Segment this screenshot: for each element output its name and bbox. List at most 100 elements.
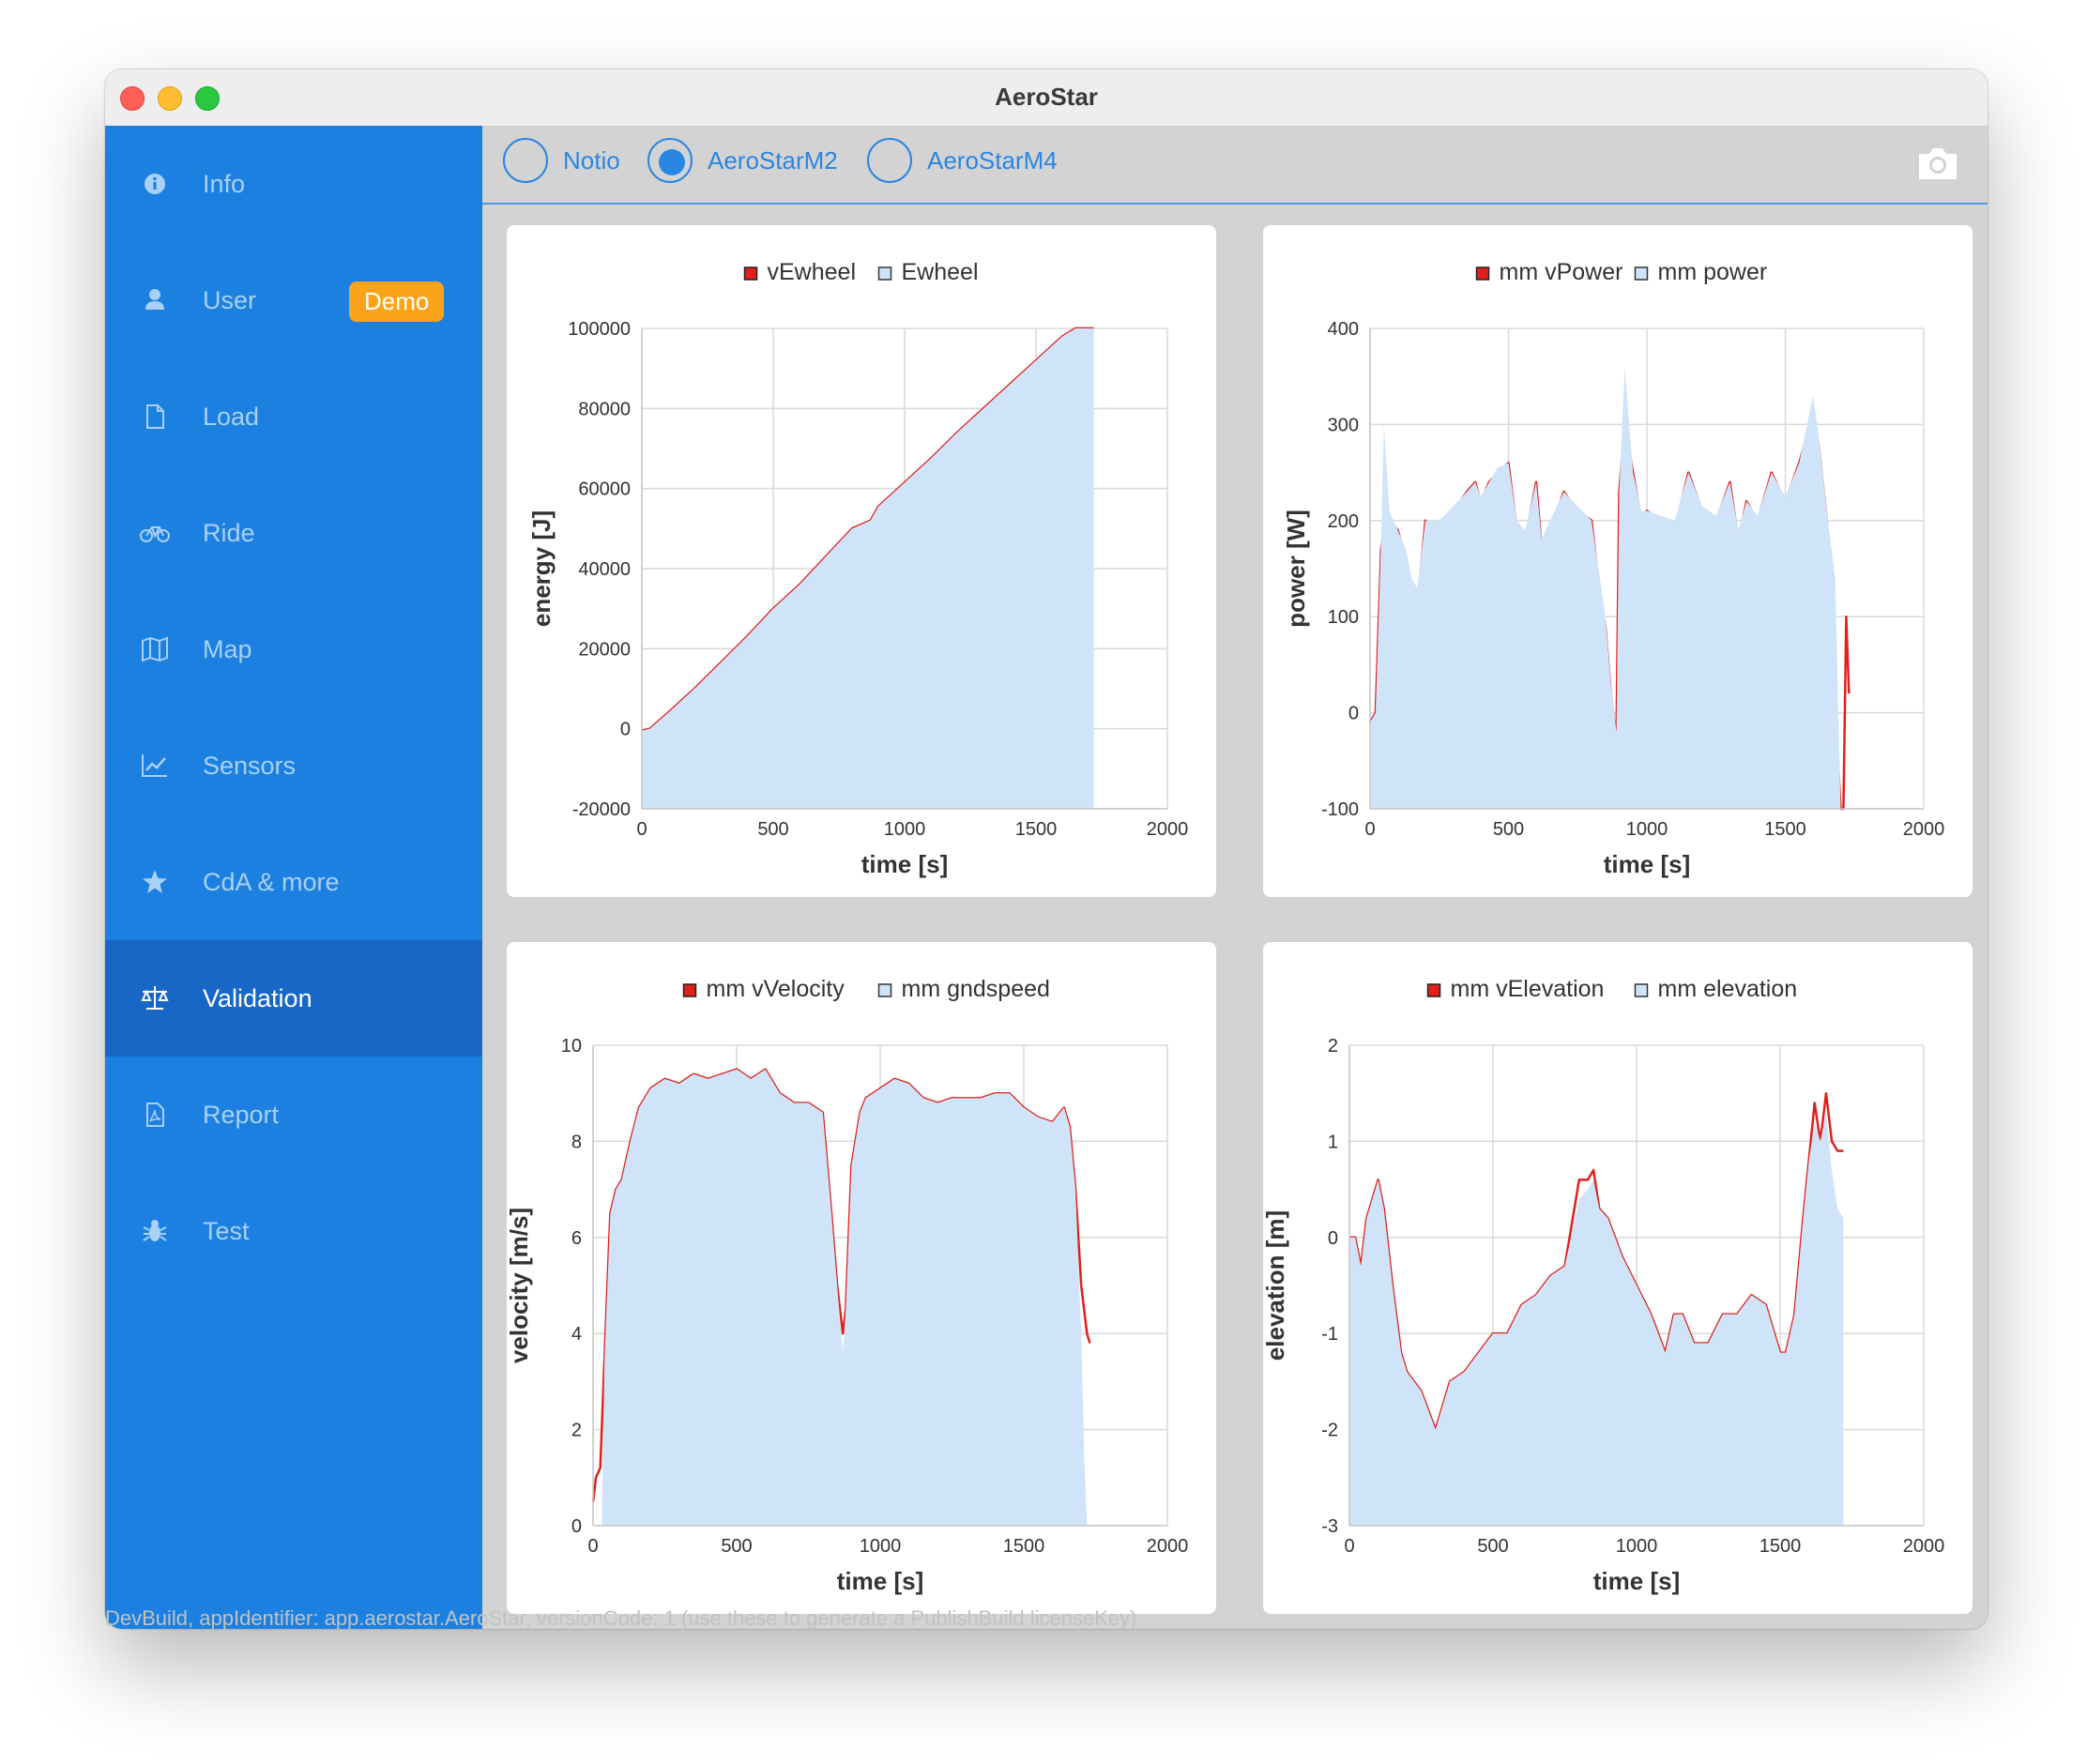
legend-label: vEwheel: [768, 259, 857, 285]
y-tick-label: 20000: [578, 639, 631, 660]
sidebar: Info User Demo Load Ride: [105, 126, 482, 1629]
pdf-file-icon: [146, 1102, 164, 1127]
series-area: [642, 328, 1094, 809]
x-axis-title: time [s]: [861, 850, 948, 878]
radio-circle[interactable]: [647, 138, 693, 183]
minimize-window-button[interactable]: [158, 86, 182, 111]
sidebar-item-map[interactable]: Map: [105, 591, 482, 707]
y-tick-label: 0: [620, 720, 631, 740]
y-tick-label: 200: [1328, 511, 1359, 532]
y-tick-label: -100: [1321, 799, 1359, 820]
app-window: AeroStar Info User Demo Load: [105, 69, 1988, 1629]
y-axis-title: energy [J]: [527, 510, 556, 627]
series-area: [1349, 1112, 1844, 1526]
bug-icon: [143, 1220, 167, 1241]
legend-label: mm gndspeed: [902, 976, 1050, 1002]
x-tick-label: 0: [636, 819, 647, 840]
title-bar: AeroStar: [105, 69, 1988, 127]
sidebar-item-label: Ride: [203, 519, 255, 547]
sidebar-item-info[interactable]: Info: [105, 126, 482, 242]
close-window-button[interactable]: [120, 86, 145, 111]
y-tick-label: 4: [571, 1324, 582, 1345]
sidebar-item-label: Load: [203, 403, 260, 431]
x-tick-label: 1500: [1764, 819, 1806, 840]
x-tick-label: 500: [757, 819, 788, 840]
y-tick-label: 80000: [578, 399, 631, 419]
x-tick-label: 500: [1493, 819, 1524, 840]
sidebar-item-user[interactable]: User Demo: [105, 242, 482, 358]
chart-card-power: 0 500 1000 1500 2000 -100 0 100 200 300 400 time [s…: [1263, 225, 1973, 897]
radio-circle[interactable]: [867, 138, 912, 183]
window-title: AeroStar: [995, 83, 1098, 111]
legend-swatch: [1634, 983, 1649, 997]
balance-scale-icon: [141, 986, 169, 1010]
legend-label: mm elevation: [1658, 976, 1798, 1002]
sidebar-item-test[interactable]: Test: [105, 1173, 482, 1289]
x-tick-label: 500: [1477, 1536, 1508, 1557]
x-axis-title: time [s]: [1593, 1567, 1680, 1595]
sidebar-item-cda[interactable]: CdA & more: [105, 824, 482, 940]
x-tick-label: 2000: [1903, 819, 1945, 840]
sidebar-item-sensors[interactable]: Sensors: [105, 707, 482, 824]
sidebar-item-label: CdA & more: [203, 868, 340, 896]
sidebar-item-load[interactable]: Load: [105, 358, 482, 475]
legend-label: mm vElevation: [1451, 976, 1605, 1002]
legend-swatch: [1634, 266, 1649, 281]
legend-label: mm power: [1658, 259, 1768, 285]
zoom-window-button[interactable]: [195, 86, 220, 111]
sidebar-item-label: User: [203, 286, 257, 314]
x-tick-label: 2000: [1147, 819, 1189, 840]
series-area: [1370, 366, 1847, 809]
y-tick-label: 0: [571, 1516, 582, 1537]
elevation-chart: 0 500 1000 1500 2000 -3 -2 -1 0 1 2 time [s] elevati…: [1263, 976, 1944, 1595]
sidebar-item-label: Sensors: [203, 752, 297, 780]
y-tick-label: -20000: [572, 799, 631, 820]
build-info-text: DevBuild, appIdentifier: app.aerostar.Ae…: [105, 1606, 1137, 1630]
legend-swatch: [1475, 266, 1490, 281]
sidebar-item-validation[interactable]: Validation: [105, 940, 482, 1057]
radio-label: AeroStarM2: [708, 146, 838, 175]
y-tick-label: 0: [1328, 1228, 1338, 1249]
y-tick-label: 400: [1328, 319, 1359, 340]
x-axis-title: time [s]: [1604, 850, 1690, 878]
x-tick-label: 1000: [1616, 1536, 1658, 1557]
legend-swatch: [1426, 983, 1441, 997]
star-icon: [143, 870, 167, 893]
legend-label: mm vPower: [1500, 259, 1623, 285]
x-tick-label: 500: [721, 1536, 752, 1557]
y-tick-label: 1: [1328, 1132, 1338, 1152]
bicycle-icon: [140, 526, 170, 542]
y-axis-title: power [W]: [1282, 509, 1310, 628]
y-axis-title: elevation [m]: [1263, 1210, 1289, 1361]
y-tick-label: 2: [571, 1421, 582, 1441]
y-tick-label: 6: [571, 1228, 582, 1249]
sidebar-item-report[interactable]: Report: [105, 1057, 482, 1173]
series-area: [593, 1069, 1088, 1526]
radio-label: Notio: [563, 146, 620, 175]
y-tick-label: 10: [561, 1036, 582, 1057]
y-tick-label: 0: [1348, 704, 1359, 724]
velocity-chart: 0 500 1000 1500 2000 0 2 4 6 8 10 time [s] velocity …: [507, 976, 1188, 1595]
y-tick-label: 8: [571, 1132, 582, 1152]
radio-circle[interactable]: [503, 138, 548, 183]
info-circle-icon: [145, 174, 165, 194]
legend-swatch: [877, 266, 892, 281]
y-tick-label: 300: [1328, 415, 1359, 435]
x-tick-label: 1500: [1759, 1536, 1802, 1557]
camera-icon[interactable]: [1916, 144, 1959, 182]
y-tick-label: 2: [1328, 1036, 1338, 1057]
x-tick-label: 0: [587, 1536, 598, 1557]
legend-label: mm vVelocity: [707, 976, 845, 1002]
x-axis-title: time [s]: [837, 1567, 923, 1595]
x-tick-label: 1500: [1015, 819, 1058, 840]
x-tick-label: 0: [1344, 1536, 1354, 1557]
y-tick-label: 100000: [568, 319, 631, 340]
sidebar-item-ride[interactable]: Ride: [105, 475, 482, 591]
x-tick-label: 1000: [884, 819, 926, 840]
sidebar-item-label: Report: [203, 1101, 280, 1129]
device-toolbar: Notio AeroStarM2 AeroStarM4: [482, 126, 1988, 205]
y-tick-label: -2: [1321, 1421, 1338, 1441]
radio-label: AeroStarM4: [927, 146, 1058, 175]
legend-swatch: [877, 983, 892, 997]
